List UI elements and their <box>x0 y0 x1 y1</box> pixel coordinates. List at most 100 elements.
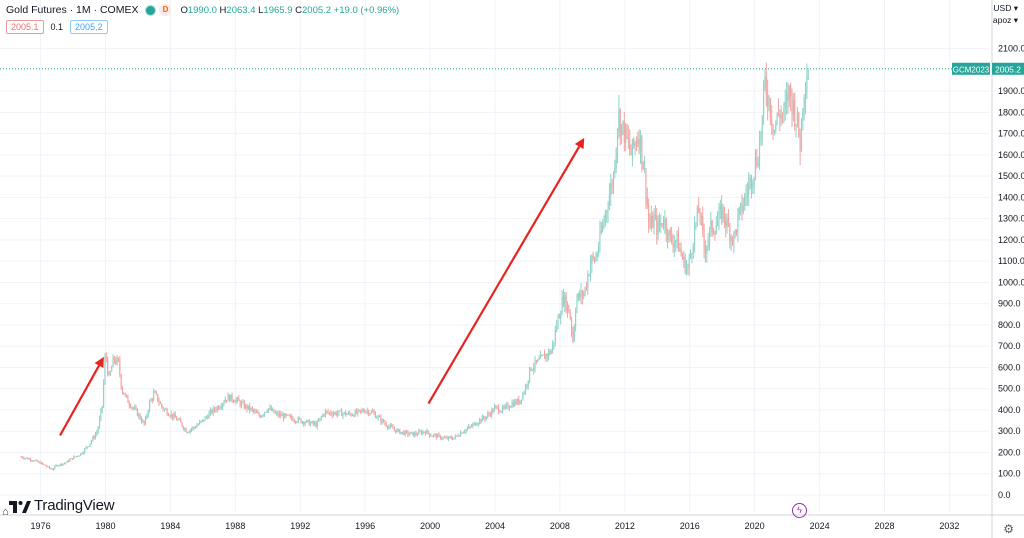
candle-up <box>316 421 318 427</box>
candle-up <box>644 168 646 170</box>
candle-up <box>104 357 106 383</box>
last-price-tag: GCM2023 2005.2 <box>952 62 1024 75</box>
magnet-icon[interactable]: ⌂ <box>2 506 9 518</box>
candle-up <box>376 417 378 419</box>
price-tick-label: 1500.0 <box>998 171 1024 181</box>
candle-up <box>458 435 460 437</box>
delay-badge: D <box>159 4 172 16</box>
candle-down <box>461 432 463 434</box>
candle-up <box>146 415 148 418</box>
candle-down <box>162 407 164 410</box>
candle-up <box>554 329 556 342</box>
candle-up <box>235 399 237 403</box>
symbol-title[interactable]: Gold Futures · 1M · COMEX <box>6 4 139 16</box>
candle-up <box>101 406 103 410</box>
candle-up <box>73 456 75 460</box>
candle-up <box>63 463 65 465</box>
candle-down <box>270 407 272 411</box>
candle-down <box>121 387 124 393</box>
candle-down <box>115 360 117 364</box>
price-axis[interactable]: 0.0 100.0 200.0 300.0 400.0 500.0 600.0 700.0 80… <box>991 0 1024 538</box>
trend-arrow-head <box>574 137 585 150</box>
candle-up <box>802 110 804 119</box>
trend-arrow-line[interactable] <box>59 365 100 437</box>
candle-down <box>211 409 213 414</box>
buy-button[interactable]: 2005.2 <box>70 20 108 34</box>
candle-up <box>726 218 728 227</box>
candle-up <box>707 240 709 247</box>
trend-arrow-line[interactable] <box>427 145 581 405</box>
candle-up <box>334 412 336 414</box>
currency-menu[interactable]: USD ▾ apoz ▾ <box>993 2 1018 26</box>
candle-down <box>42 462 44 465</box>
candle-up <box>784 102 786 108</box>
candle-up <box>220 406 222 408</box>
candle-up <box>738 208 740 216</box>
candle-up <box>397 429 399 431</box>
candle-up <box>322 414 324 417</box>
candle-down <box>765 76 767 96</box>
trade-buttons: 2005.1 0.1 2005.2 <box>6 20 108 34</box>
scale-label[interactable]: apoz ▾ <box>992 15 1018 25</box>
candle-down <box>165 409 167 411</box>
candle-up <box>538 358 540 360</box>
price-tick-label: 100.0 <box>998 469 1021 479</box>
time-axis[interactable]: 1976 1980 1984 1988 1992 1996 2000 2004 2008 2012… <box>0 514 1024 531</box>
candle-down <box>282 414 285 419</box>
candle-down <box>77 455 79 457</box>
candle-down <box>182 426 184 430</box>
candle-down <box>741 203 743 213</box>
candle-down <box>790 85 792 97</box>
candle-up <box>268 408 270 411</box>
candle-up <box>545 354 547 359</box>
candle-up <box>441 438 443 440</box>
candle-up <box>466 428 468 430</box>
candle-down <box>711 220 713 233</box>
ohlc-values: O1990.0 H2063.4 L1965.9 C2005.2 +19.0 (+… <box>180 5 399 16</box>
candle-down <box>288 414 290 416</box>
candle-up <box>564 295 566 305</box>
price-tick-label: 1300.0 <box>998 214 1024 224</box>
candle-down <box>180 419 182 423</box>
symbol-legend[interactable]: Gold Futures · 1M · COMEX D O1990.0 H206… <box>6 4 399 16</box>
lightning-event-icon[interactable]: ϟ <box>792 503 807 518</box>
candle-down <box>127 396 129 403</box>
candle-up <box>679 249 681 252</box>
candle-up <box>53 468 55 470</box>
sell-button[interactable]: 2005.1 <box>6 20 44 34</box>
candle-up <box>47 466 49 468</box>
close-value: 2005.2 <box>302 4 332 16</box>
candle-up <box>622 121 624 125</box>
currency-label[interactable]: USD ▾ <box>993 3 1018 13</box>
candle-up <box>314 423 316 425</box>
candle-down <box>327 411 329 413</box>
candle-down <box>50 468 52 470</box>
candle-up <box>34 460 36 462</box>
candle-down <box>139 414 141 420</box>
gear-icon[interactable]: ⚙ <box>1003 522 1014 536</box>
candle-up <box>604 212 606 222</box>
time-tick-label: 2028 <box>874 521 894 531</box>
candle-up <box>695 222 697 226</box>
candle-up <box>347 412 349 415</box>
candle-up <box>561 296 563 315</box>
candle-up <box>190 428 193 430</box>
time-tick-label: 1984 <box>160 521 180 531</box>
price-tick-label: 800.0 <box>998 320 1021 330</box>
time-tick-label: 2024 <box>810 521 830 531</box>
candle-up <box>278 413 280 416</box>
candle-up <box>131 407 133 409</box>
candle-up <box>332 413 335 416</box>
candle-up <box>401 431 404 433</box>
candle-down <box>569 312 571 319</box>
candle-down <box>159 402 161 404</box>
candle-up <box>634 142 636 147</box>
candle-up <box>265 411 267 413</box>
candle-down <box>594 257 596 261</box>
candle-up <box>318 420 320 422</box>
candle-down <box>38 461 40 463</box>
tradingview-logo[interactable]: TradingView <box>9 497 115 514</box>
candle-up <box>481 416 483 422</box>
candle-down <box>439 435 441 439</box>
